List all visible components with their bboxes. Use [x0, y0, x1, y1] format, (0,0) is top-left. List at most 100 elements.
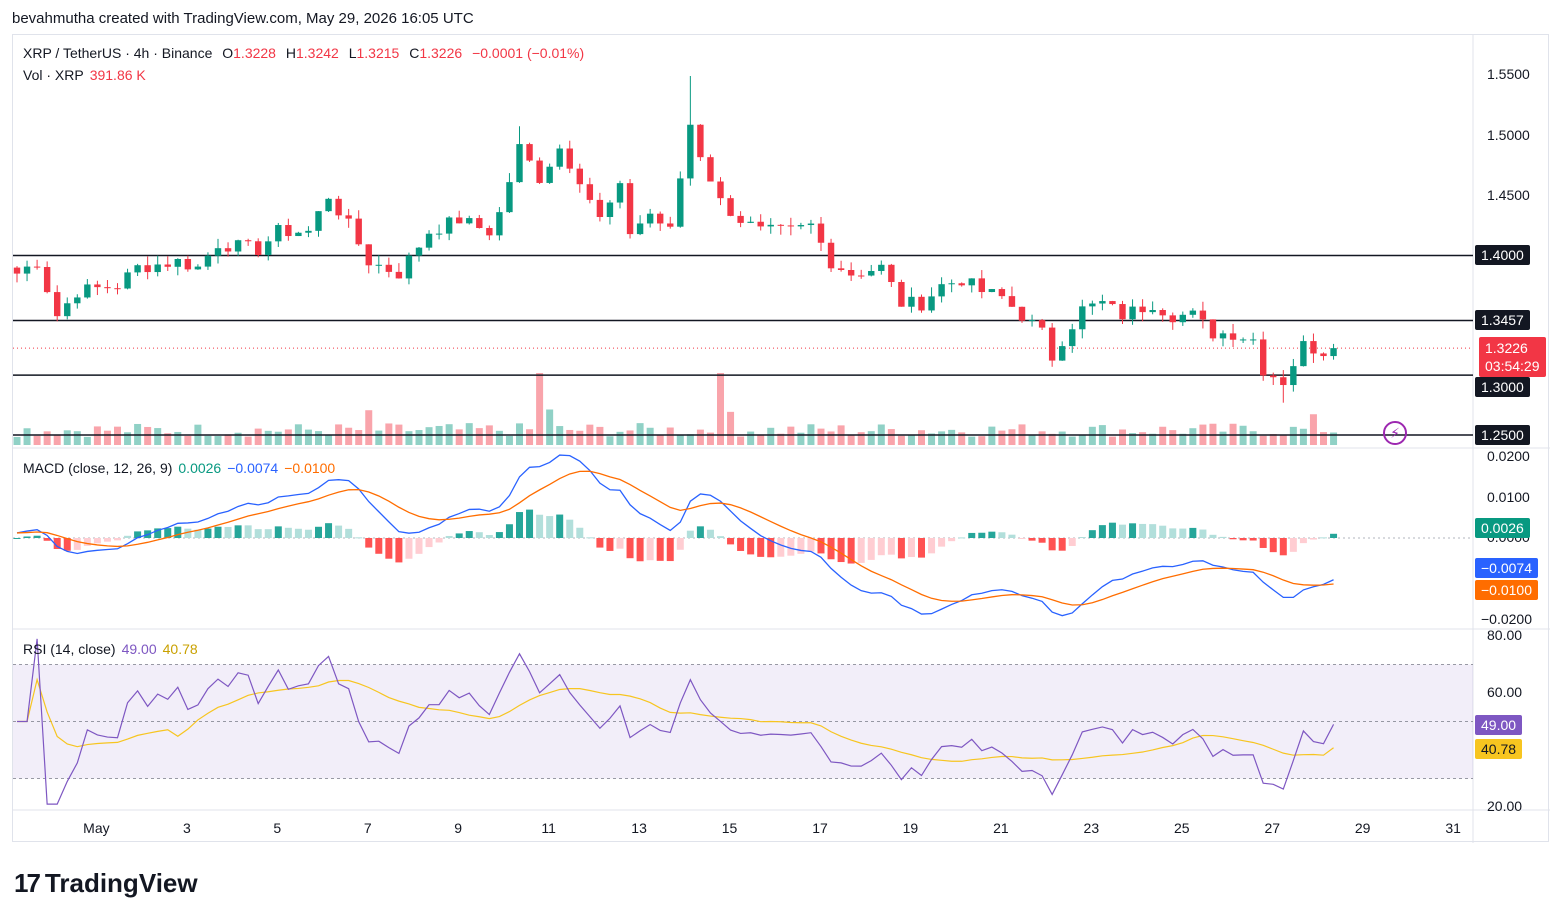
- candle-body: [23, 266, 31, 274]
- volume-bar: [827, 431, 835, 445]
- volume-bar: [656, 434, 664, 445]
- candle-body: [1139, 306, 1146, 313]
- candle-body: [697, 124, 704, 158]
- candle-body: [365, 244, 372, 266]
- macd-histogram-bar: [1028, 538, 1036, 541]
- symbol-label[interactable]: XRP / TetherUS · 4h · Binance: [23, 45, 213, 61]
- macd-histogram-bar: [1129, 523, 1137, 538]
- macd-histogram-bar: [174, 526, 182, 538]
- candle-body: [1089, 303, 1096, 307]
- candle-body: [1028, 320, 1036, 322]
- candle-body: [144, 265, 151, 273]
- volume-bar: [495, 430, 503, 445]
- macd-histogram-bar: [817, 538, 825, 554]
- macd-histogram-bar: [747, 538, 755, 555]
- candle-body: [435, 233, 443, 235]
- macd-histogram-bar: [1239, 538, 1247, 541]
- macd-histogram-bar: [134, 531, 142, 538]
- lightning-icon[interactable]: ⚡: [1383, 421, 1407, 445]
- macd-histogram-bar: [907, 538, 915, 558]
- volume-bar: [465, 423, 473, 445]
- macd-histogram-bar: [33, 535, 41, 538]
- volume-bar: [978, 436, 986, 445]
- macd-histogram-bar: [114, 538, 121, 541]
- candle-body: [1149, 310, 1156, 313]
- macd-histogram-bar: [124, 535, 132, 538]
- candle-body: [757, 221, 764, 227]
- macd-histogram-bar: [1038, 538, 1046, 543]
- chart-frame[interactable]: XRP / TetherUS · 4h · Binance O1.3228 H1…: [12, 34, 1550, 843]
- volume-bar: [114, 426, 121, 445]
- candle-body: [1310, 341, 1317, 354]
- candle-body: [938, 284, 945, 297]
- candle-body: [928, 296, 935, 311]
- macd-histogram-bar: [184, 528, 192, 538]
- volume-bar: [375, 430, 383, 445]
- candle-body: [978, 278, 985, 293]
- volume-bar: [425, 427, 433, 445]
- candle-body: [13, 267, 21, 274]
- candle-body: [415, 247, 423, 256]
- candle-body: [988, 289, 996, 293]
- volume-bar: [224, 434, 232, 445]
- volume-bar: [1008, 429, 1016, 445]
- macd-histogram-bar: [315, 526, 322, 538]
- level-tag-1-3000: 1.3000: [1475, 377, 1530, 397]
- macd-histogram-bar: [646, 538, 654, 561]
- candle-body: [516, 144, 523, 183]
- rsi-ma-line: [17, 677, 1334, 762]
- macd-histogram-bar: [23, 536, 31, 538]
- candle-body: [737, 215, 744, 223]
- tradingview-logo[interactable]: 17 TradingView: [14, 868, 198, 899]
- candle-body: [576, 168, 583, 185]
- candle-body: [667, 223, 674, 227]
- macd-line-tag: −0.0074: [1475, 558, 1538, 578]
- volume-bar: [636, 423, 644, 445]
- price-tick: 1.4500: [1487, 187, 1530, 203]
- macd-histogram-bar: [284, 527, 292, 538]
- candle-body: [908, 296, 915, 307]
- volume-bar: [63, 430, 71, 445]
- high-value: 1.3242: [295, 45, 339, 61]
- volume-bar: [1149, 433, 1157, 445]
- macd-histogram-bar: [857, 538, 865, 563]
- volume-bar: [345, 427, 353, 445]
- candle-body: [124, 272, 131, 289]
- macd-histogram-bar: [425, 538, 433, 548]
- candle-body: [295, 232, 302, 237]
- volume-bar: [365, 410, 373, 445]
- candle-body: [1219, 333, 1227, 339]
- candle-body: [878, 264, 885, 271]
- volume-bar: [616, 431, 624, 445]
- macd-histogram-bar: [847, 538, 855, 564]
- volume-bar: [1269, 434, 1277, 445]
- volume-bar: [536, 373, 544, 445]
- candle-body: [355, 218, 362, 245]
- macd-histogram-bar: [636, 538, 644, 562]
- macd-histogram-bar: [415, 538, 423, 554]
- candle-body: [43, 267, 51, 293]
- macd-histogram-bar: [1199, 529, 1207, 538]
- candle-body: [64, 303, 71, 317]
- candle-body: [174, 259, 181, 267]
- candle-body: [325, 198, 332, 212]
- candle-body: [1069, 329, 1076, 347]
- candle-body: [305, 230, 312, 233]
- volume-bar: [214, 436, 222, 445]
- candle-body: [1179, 314, 1186, 323]
- chart-canvas[interactable]: [13, 35, 1550, 843]
- volume-bar: [1219, 431, 1227, 445]
- macd-histogram-bar: [1058, 538, 1066, 551]
- macd-histogram-bar: [797, 538, 805, 554]
- macd-histogram-bar: [616, 538, 624, 549]
- macd-histogram-bar: [1139, 523, 1147, 538]
- macd-histogram-bar: [435, 538, 443, 543]
- candle-body: [1199, 310, 1207, 320]
- macd-histogram-bar: [73, 538, 81, 550]
- macd-histogram-bar: [445, 535, 453, 538]
- rsi-ma-tag: 40.78: [1475, 739, 1523, 759]
- candle-body: [395, 271, 403, 279]
- candle-body: [948, 283, 955, 285]
- macd-histogram-bar: [807, 538, 815, 552]
- volume-bar: [1129, 433, 1137, 445]
